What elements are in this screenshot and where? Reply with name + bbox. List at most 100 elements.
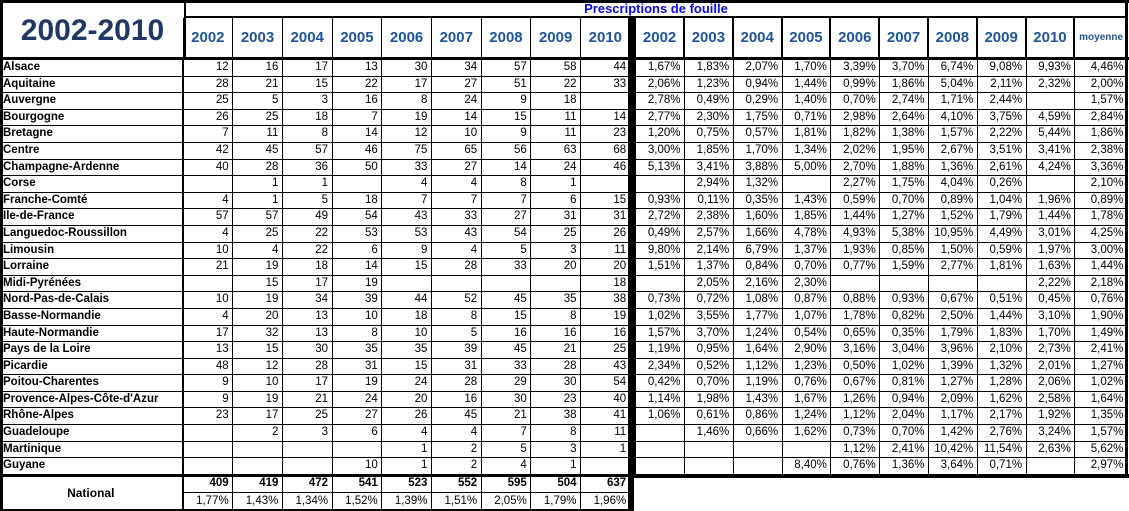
count-cell: 23 xyxy=(531,391,581,409)
pct-cell: 1,62% xyxy=(977,391,1027,409)
count-cell: 15 xyxy=(233,342,283,359)
moyenne-cell: 0,89% xyxy=(1075,192,1128,210)
count-cell: 35 xyxy=(332,342,383,359)
count-cell: 31 xyxy=(332,358,383,376)
pct-cell: 1,24% xyxy=(733,325,783,343)
count-cell: 7 xyxy=(481,192,532,210)
count-cell: 57 xyxy=(233,209,283,226)
pct-cell: 0,86% xyxy=(733,408,783,426)
pct-cell: 1,43% xyxy=(733,391,783,409)
moyenne-cell: 1,90% xyxy=(1075,308,1128,326)
national-pct-cell: 1,39% xyxy=(382,492,432,511)
count-cell: 24 xyxy=(382,375,432,392)
count-cell: 25 xyxy=(183,93,234,110)
count-cell: 25 xyxy=(233,225,283,243)
pct-cell: 2,61% xyxy=(977,159,1027,177)
pct-cell: 1,50% xyxy=(928,242,978,260)
pct-cell: 1,70% xyxy=(782,60,832,77)
count-cell: 10 xyxy=(183,242,234,260)
count-cell: 41 xyxy=(581,408,631,426)
count-cell: 18 xyxy=(282,109,333,127)
pct-cell: 1,67% xyxy=(782,391,832,409)
pct-cell: 0,35% xyxy=(880,325,929,343)
count-cell: 4 xyxy=(481,458,532,475)
pct-cell: 1,27% xyxy=(928,375,978,392)
region-name-cell: Ile-de-France xyxy=(0,209,184,226)
pct-cell: 1,43% xyxy=(782,192,832,210)
pct-cell: 3,00% xyxy=(636,142,685,160)
national-count-cell: 637 xyxy=(581,474,631,493)
count-cell: 68 xyxy=(581,142,631,160)
pct-cell: 9,93% xyxy=(1026,60,1076,77)
pct-cell: 0,70% xyxy=(684,375,734,392)
pct-cell: 1,32% xyxy=(733,176,783,193)
pct-cell: 1,96% xyxy=(1026,192,1076,210)
moyenne-cell: 2,41% xyxy=(1075,342,1128,359)
pct-cell: 6,79% xyxy=(733,242,783,260)
count-cell: 16 xyxy=(481,325,532,343)
count-cell: 10 xyxy=(332,458,383,475)
pct-cell: 0,29% xyxy=(733,93,783,110)
pct-cell: 0,93% xyxy=(636,192,685,210)
count-cell: 39 xyxy=(431,342,482,359)
count-cell: 8 xyxy=(531,308,581,326)
count-cell xyxy=(531,275,581,293)
pct-cell: 1,06% xyxy=(636,408,685,426)
pct-cell: 1,62% xyxy=(782,425,832,442)
pct-cell: 0,26% xyxy=(977,176,1027,193)
year-header-pct: 2003 xyxy=(684,18,734,57)
pct-cell: 2,90% xyxy=(782,342,832,359)
count-cell: 22 xyxy=(282,225,333,243)
count-cell: 17 xyxy=(282,275,333,293)
count-cell: 28 xyxy=(282,358,333,376)
pct-cell: 3,24% xyxy=(1026,425,1076,442)
pct-cell: 2,05% xyxy=(684,275,734,293)
table-row: Champagne-Ardenne 40 28 36 50 33 27 14 24 46 5,13%… xyxy=(0,159,1129,177)
count-cell: 8 xyxy=(531,425,581,442)
pct-cell: 0,88% xyxy=(831,292,881,309)
moyenne-cell: 1,44% xyxy=(1075,259,1128,276)
pct-cell: 2,74% xyxy=(880,93,929,110)
pct-cell: 2,98% xyxy=(831,109,881,127)
year-header-count: 2006 xyxy=(382,18,432,57)
count-cell: 4 xyxy=(183,192,234,210)
pct-cell: 3,04% xyxy=(880,342,929,359)
pct-cell: 1,42% xyxy=(928,425,978,442)
pct-cell: 2,06% xyxy=(1026,375,1076,392)
pct-cell: 2,14% xyxy=(684,242,734,260)
count-cell: 14 xyxy=(332,259,383,276)
pct-cell: 0,75% xyxy=(684,126,734,143)
count-cell: 14 xyxy=(581,109,631,127)
pct-cell xyxy=(684,458,734,475)
count-cell: 18 xyxy=(581,275,631,293)
moyenne-cell: 1,86% xyxy=(1075,126,1128,143)
region-name-cell: Midi-Pyrénées xyxy=(0,275,184,293)
count-cell: 28 xyxy=(431,375,482,392)
pct-cell: 0,77% xyxy=(831,259,881,276)
pct-cell: 1,40% xyxy=(782,93,832,110)
pct-cell: 0,87% xyxy=(782,292,832,309)
pct-cell: 3,16% xyxy=(831,342,881,359)
pct-cell: 2,30% xyxy=(684,109,734,127)
pct-cell: 9,08% xyxy=(977,60,1027,77)
moyenne-cell: 0,76% xyxy=(1075,292,1128,309)
count-cell xyxy=(382,275,432,293)
count-cell: 54 xyxy=(332,209,383,226)
count-cell: 9 xyxy=(183,375,234,392)
moyenne-cell: 2,84% xyxy=(1075,109,1128,127)
count-cell: 5 xyxy=(282,192,333,210)
table-row: Poitou-Charentes 9 10 17 19 24 28 29 30 54 0,42% 0,… xyxy=(0,375,1129,392)
count-cell: 28 xyxy=(431,259,482,276)
count-cell: 15 xyxy=(481,308,532,326)
table-row: Picardie 48 12 28 31 15 31 33 28 43 2,34% 0,52% 1,12… xyxy=(0,358,1129,376)
pct-cell: 4,24% xyxy=(1026,159,1076,177)
count-cell: 21 xyxy=(531,342,581,359)
count-cell: 11 xyxy=(531,126,581,143)
pct-cell: 2,64% xyxy=(880,109,929,127)
count-cell: 43 xyxy=(382,209,432,226)
count-cell: 17 xyxy=(233,408,283,426)
pct-cell: 1,70% xyxy=(1026,325,1076,343)
count-cell: 19 xyxy=(581,308,631,326)
pct-cell: 2,50% xyxy=(928,308,978,326)
national-count-cell: 552 xyxy=(431,474,482,493)
